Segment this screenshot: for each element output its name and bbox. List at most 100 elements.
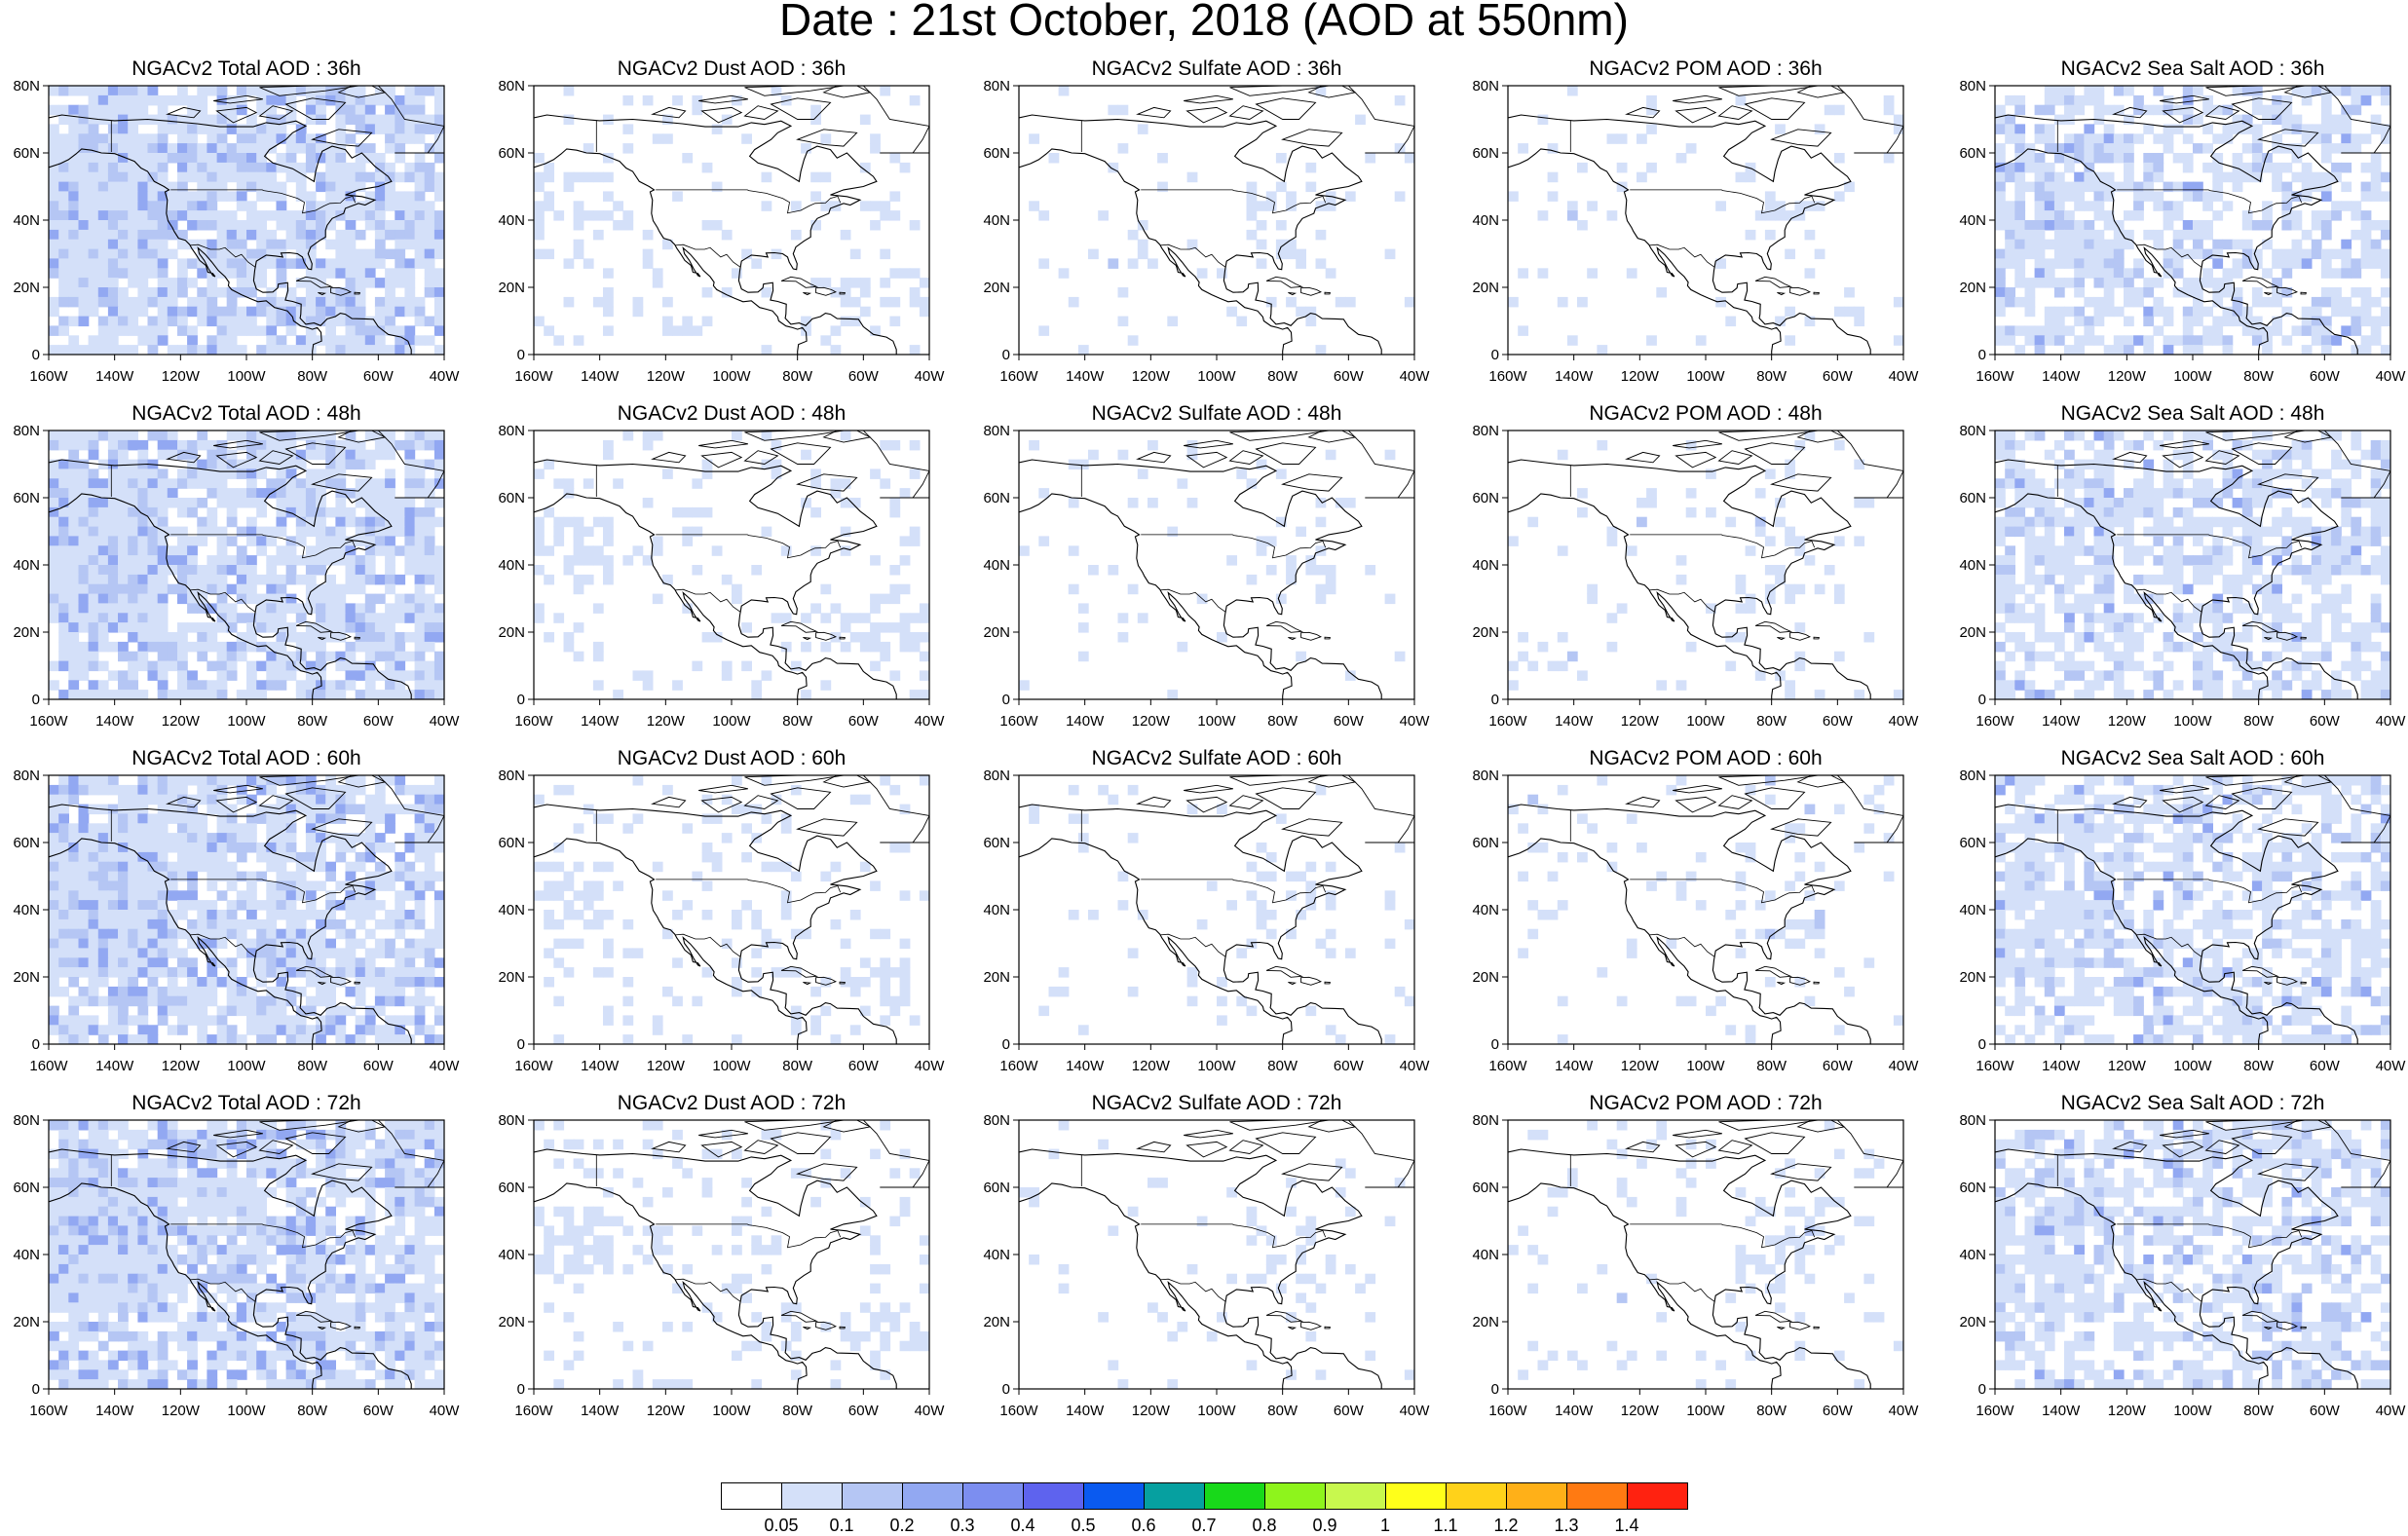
lat-tick-label: 20N (983, 280, 1010, 296)
lat-tick-label: 80N (13, 1112, 40, 1129)
caribbean-island (1266, 966, 1301, 977)
lon-tick-label: 100W (1197, 368, 1236, 385)
lon-tick-label: 80W (2243, 713, 2275, 730)
lat-tick-label: 80N (498, 78, 525, 94)
aod-shading (1995, 1120, 2391, 1390)
lat-tick-label: 40N (13, 902, 40, 918)
map-frame (1019, 1120, 1414, 1389)
lat-tick-label: 80N (1959, 78, 1986, 94)
lat-tick-label: 20N (983, 1314, 1010, 1330)
arctic-island (1257, 98, 1316, 120)
arctic-island (1673, 785, 1722, 793)
lon-tick-label: 60W (1334, 1058, 1365, 1074)
lat-tick-label: 60N (1472, 835, 1499, 851)
caribbean-island (1777, 1328, 1784, 1330)
lat-tick-label: 60N (13, 835, 40, 851)
lon-tick-label: 160W (1488, 368, 1527, 385)
lon-tick-label: 160W (29, 1058, 68, 1074)
lat-tick-label: 60N (1959, 145, 1986, 162)
arctic-island (1348, 431, 1414, 498)
lon-tick-label: 140W (95, 368, 134, 385)
arctic-island (1184, 1130, 1233, 1138)
coastline (993, 805, 1381, 1044)
lon-tick-label: 160W (1975, 1403, 2014, 1419)
colorbar-label: 0.2 (873, 1516, 931, 1536)
lat-tick-label: 60N (498, 835, 525, 851)
arctic-island (1138, 1142, 1171, 1151)
lon-tick-label: 120W (162, 368, 201, 385)
lon-tick-label: 160W (999, 1058, 1038, 1074)
lat-tick-label: 80N (1472, 78, 1499, 94)
lon-tick-label: 60W (1823, 1058, 1854, 1074)
caribbean-island (1301, 632, 1321, 640)
lat-tick-label: 20N (1959, 624, 1986, 641)
caribbean-island (2301, 292, 2306, 294)
lon-tick-label: 40W (1400, 713, 1431, 730)
lon-tick-label: 140W (2042, 368, 2081, 385)
lon-tick-label: 40W (1889, 1403, 1920, 1419)
lon-tick-label: 120W (1132, 713, 1171, 730)
aod-shading (49, 775, 445, 1045)
caribbean-island (1777, 983, 1784, 985)
lat-tick-label: 80N (1472, 423, 1499, 439)
lon-tick-label: 40W (1400, 1058, 1431, 1074)
lon-tick-label: 40W (1889, 1058, 1920, 1074)
lon-tick-label: 40W (915, 1058, 946, 1074)
aod-shading (534, 86, 930, 356)
lat-tick-label: 0 (1978, 347, 1986, 363)
lon-tick-label: 160W (999, 713, 1038, 730)
lon-tick-label: 100W (227, 1058, 266, 1074)
lat-tick-label: 20N (1472, 624, 1499, 641)
lon-tick-label: 120W (647, 713, 686, 730)
aod-shading (1508, 775, 1904, 1045)
lon-tick-label: 100W (1686, 713, 1725, 730)
lat-tick-label: 60N (983, 145, 1010, 162)
lat-tick-label: 40N (13, 212, 40, 229)
arctic-island (1348, 1120, 1414, 1187)
lat-tick-label: 40N (498, 1247, 525, 1263)
lon-tick-label: 120W (1621, 1058, 1660, 1074)
lon-tick-label: 160W (1488, 1403, 1527, 1419)
arctic-island (1138, 452, 1171, 462)
lat-tick-label: 20N (1472, 969, 1499, 986)
colorbar-label: 0.9 (1296, 1516, 1354, 1536)
lat-tick-label: 20N (13, 624, 40, 641)
colorbar-label: 0.6 (1114, 1516, 1173, 1536)
lat-tick-label: 80N (1472, 1112, 1499, 1129)
caribbean-island (1790, 287, 1810, 295)
lat-tick-label: 80N (498, 1112, 525, 1129)
arctic-island (1257, 788, 1316, 809)
lon-tick-label: 140W (1066, 368, 1105, 385)
lon-tick-label: 120W (1132, 1058, 1171, 1074)
lat-tick-label: 60N (1472, 490, 1499, 506)
lat-tick-label: 0 (1002, 1381, 1010, 1398)
aod-shading (49, 86, 445, 356)
lon-tick-label: 80W (297, 713, 328, 730)
lon-tick-label: 160W (1975, 1058, 2014, 1074)
colorbar-swatch (902, 1482, 963, 1510)
lon-tick-label: 40W (1889, 713, 1920, 730)
lat-tick-label: 0 (517, 347, 525, 363)
caribbean-island (1288, 638, 1295, 640)
lon-tick-label: 100W (712, 1058, 751, 1074)
arctic-island (798, 819, 857, 836)
lat-tick-label: 60N (13, 1180, 40, 1196)
lat-tick-label: 0 (32, 347, 40, 363)
lon-tick-label: 60W (363, 368, 395, 385)
lat-tick-label: 20N (498, 969, 525, 986)
arctic-island (653, 797, 686, 806)
lat-tick-label: 60N (1959, 490, 1986, 506)
caribbean-island (1777, 293, 1784, 295)
map-frame (1019, 86, 1414, 355)
aod-shading (534, 431, 930, 700)
lon-tick-label: 80W (1267, 1058, 1298, 1074)
lon-tick-label: 100W (227, 1403, 266, 1419)
lon-tick-label: 100W (1686, 368, 1725, 385)
lat-tick-label: 60N (498, 1180, 525, 1196)
